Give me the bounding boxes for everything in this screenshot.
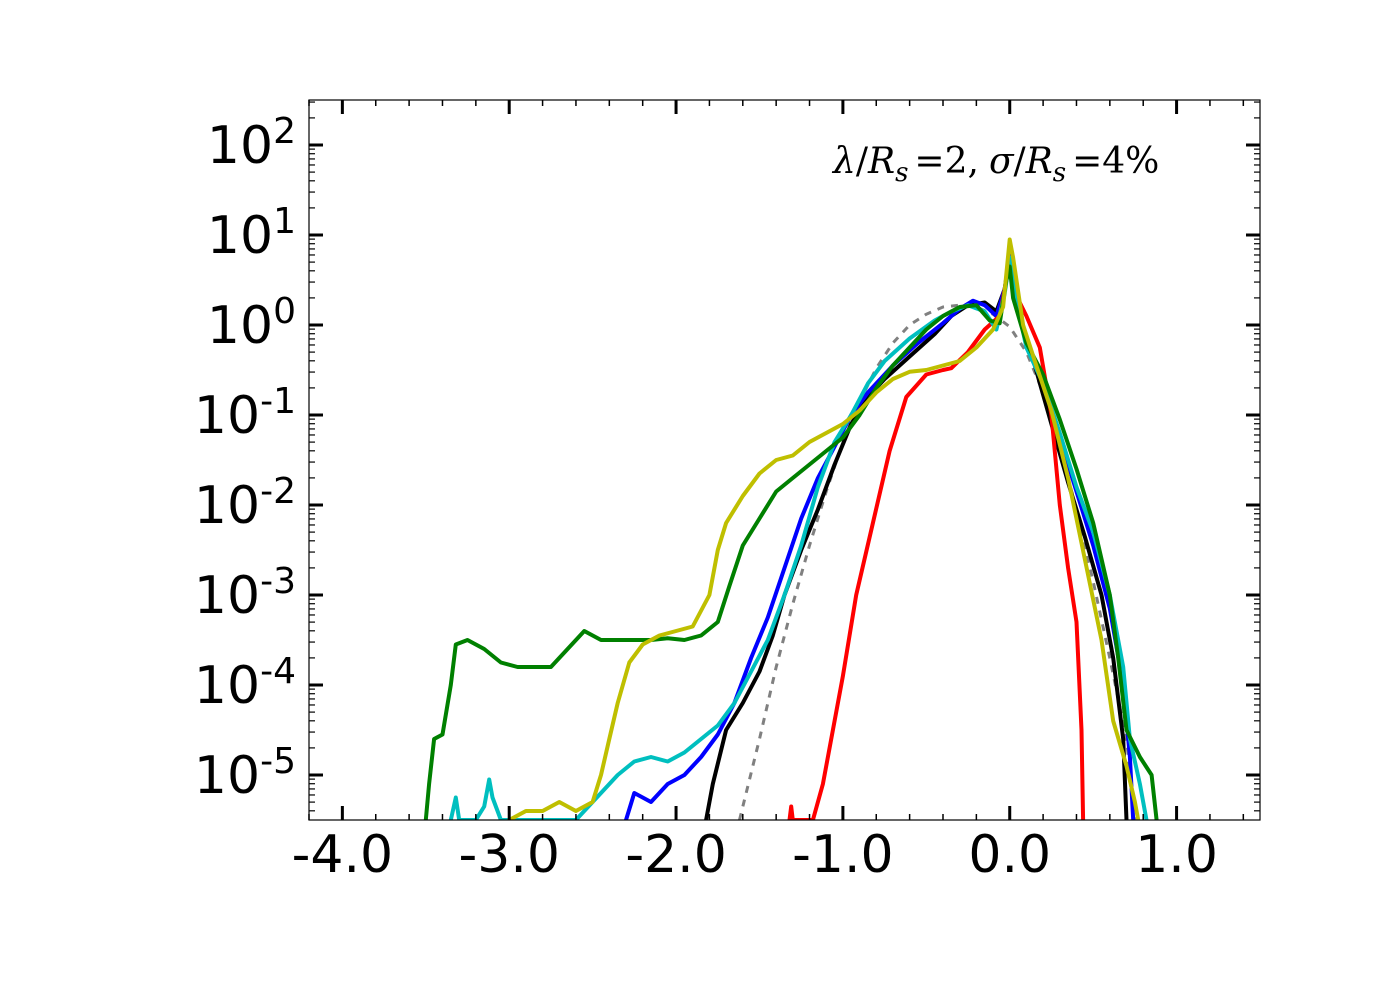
annotation-equals: =2, bbox=[914, 141, 979, 182]
y-tick-base: 10 bbox=[194, 476, 260, 536]
chart-annotation: λ/Rs =2, σ/Rs =4% bbox=[831, 141, 1159, 188]
y-tick-base: 10 bbox=[194, 386, 260, 446]
y-tick-exponent: -1 bbox=[260, 381, 296, 422]
annotation-lambda: λ bbox=[831, 141, 856, 182]
y-tick-label: 10-1 bbox=[194, 381, 296, 446]
y-tick-base: 10 bbox=[207, 206, 273, 266]
x-tick-label: 0.0 bbox=[968, 825, 1051, 885]
series-line-reference-gaussian bbox=[738, 303, 1137, 820]
y-tick-label: 10-2 bbox=[194, 471, 296, 536]
annotation-r: R bbox=[1025, 141, 1053, 182]
series-line-green bbox=[423, 264, 1159, 820]
annotation-sigma: σ bbox=[989, 141, 1015, 182]
y-tick-exponent: 1 bbox=[273, 201, 296, 242]
y-tick-exponent: -4 bbox=[260, 651, 296, 692]
y-tick-base: 10 bbox=[207, 296, 273, 356]
x-tick-label: -3.0 bbox=[458, 825, 559, 885]
y-tick-base: 10 bbox=[194, 566, 260, 626]
annotation-equals: =4% bbox=[1072, 141, 1159, 182]
plot-frame bbox=[308, 99, 1261, 821]
y-tick-exponent: -2 bbox=[260, 471, 296, 512]
x-tick-label: 1.0 bbox=[1135, 825, 1218, 885]
series-line-yellow bbox=[507, 237, 1141, 820]
y-tick-base: 10 bbox=[194, 656, 260, 716]
y-tick-label: 10-5 bbox=[194, 741, 296, 806]
y-tick-exponent: -3 bbox=[260, 561, 296, 602]
y-tick-base: 10 bbox=[194, 746, 260, 806]
annotation-r: R bbox=[867, 141, 895, 182]
tick-layer bbox=[308, 100, 1260, 820]
y-tick-label: 101 bbox=[207, 201, 296, 266]
y-tick-label: 10-3 bbox=[194, 561, 296, 626]
series-layer bbox=[423, 237, 1159, 820]
x-tick-label: -4.0 bbox=[292, 825, 393, 885]
annotation-subscript-s: s bbox=[895, 158, 908, 188]
annotation-slash: / bbox=[1014, 141, 1027, 182]
y-tick-label: 100 bbox=[207, 291, 296, 356]
y-tick-label: 102 bbox=[207, 111, 296, 176]
y-tick-label: 10-4 bbox=[194, 651, 296, 716]
x-tick-label: -2.0 bbox=[625, 825, 726, 885]
x-tick-label: -1.0 bbox=[792, 825, 893, 885]
plot-area bbox=[309, 100, 1260, 820]
y-tick-exponent: 0 bbox=[273, 291, 296, 332]
annotation-subscript-s: s bbox=[1053, 158, 1066, 188]
y-tick-base: 10 bbox=[207, 116, 273, 176]
y-tick-exponent: -5 bbox=[260, 741, 296, 782]
x-tick-labels: -4.0 -3.0 -2.0 -1.0 0.0 1.0 bbox=[292, 825, 1218, 885]
annotation-slash: / bbox=[856, 141, 869, 182]
y-tick-exponent: 2 bbox=[273, 111, 296, 152]
